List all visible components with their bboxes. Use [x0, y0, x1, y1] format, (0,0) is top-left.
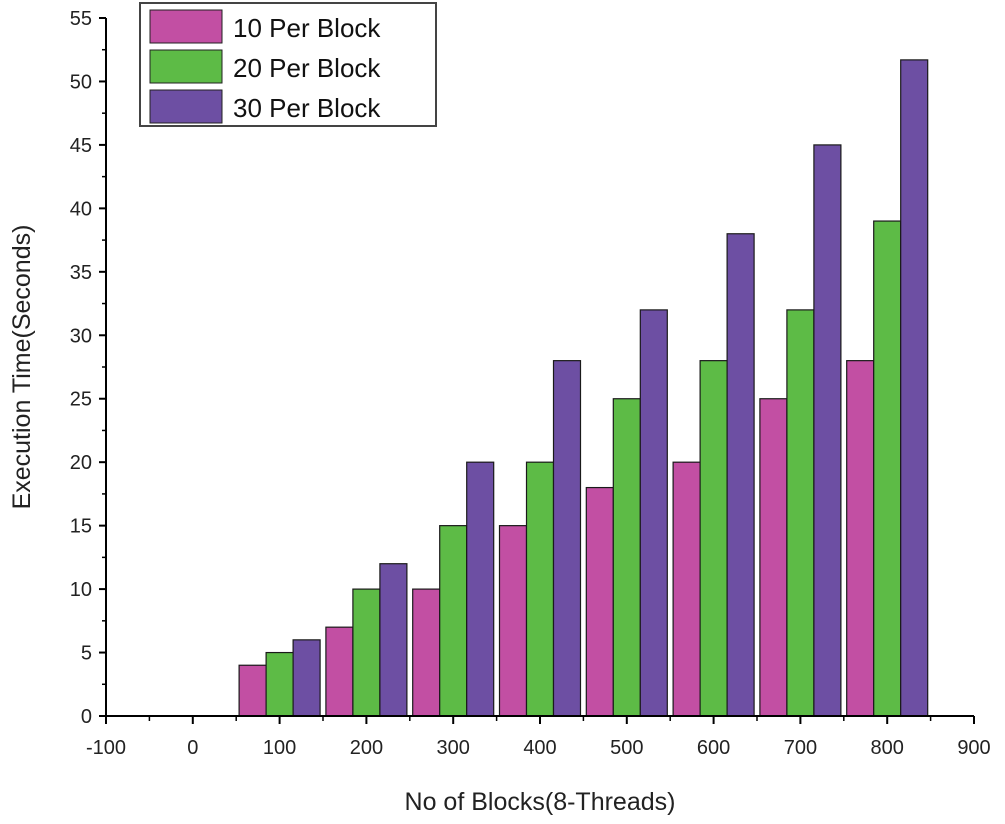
legend-label-10-per-block: 10 Per Block [233, 13, 381, 43]
bar-10-per-block-300 [412, 588, 441, 717]
y-tick-label-55: 55 [70, 8, 92, 30]
x-tick-label-700: 700 [784, 737, 817, 759]
y-tick-label-50: 50 [70, 71, 92, 93]
bar-10-per-block-700 [759, 398, 788, 717]
y-tick-label-30: 30 [70, 325, 92, 347]
y-axis-title: Execution Time(Seconds) [8, 225, 36, 510]
bar-10-per-block-500 [585, 486, 614, 717]
x-tick-label-300: 300 [437, 737, 470, 759]
legend: 10 Per Block 20 Per Block 30 Per Block [139, 2, 437, 127]
legend-swatch-30-per-block [149, 89, 223, 124]
x-tick-label-900: 900 [957, 737, 990, 759]
bar-10-per-block-200 [325, 626, 354, 717]
bar-20-per-block-300 [439, 525, 468, 717]
x-axis-title: No of Blocks(8-Threads) [405, 788, 676, 816]
y-tick-label-40: 40 [70, 198, 92, 220]
x-tick-label-400: 400 [523, 737, 556, 759]
bar-30-per-block-100 [292, 639, 321, 717]
y-tick-label-35: 35 [70, 262, 92, 284]
bar-30-per-block-600 [726, 233, 755, 717]
bar-10-per-block-100 [238, 664, 267, 717]
bar-20-per-block-500 [612, 398, 641, 717]
x-tick-label-600: 600 [697, 737, 730, 759]
y-tick-label-15: 15 [70, 516, 92, 538]
x-tick-label-800: 800 [871, 737, 904, 759]
legend-label-20-per-block: 20 Per Block [233, 53, 381, 83]
bar-30-per-block-700 [813, 144, 842, 717]
y-tick-label-45: 45 [70, 135, 92, 157]
axes: 0 5 10 15 20 25 30 35 40 45 50 55 -100 0 100 200 300 400 5… [70, 8, 991, 759]
bar-30-per-block-400 [552, 360, 582, 717]
bar-20-per-block-700 [786, 309, 815, 717]
y-tick-label-0: 0 [81, 706, 92, 728]
legend-swatch-10-per-block [149, 9, 223, 44]
bar-10-per-block-400 [498, 525, 528, 717]
bar-20-per-block-200 [352, 588, 381, 717]
y-tick-label-10: 10 [70, 579, 92, 601]
legend-label-30-per-block: 30 Per Block [233, 93, 381, 123]
bar-10-per-block-800 [846, 360, 875, 717]
x-tick-label-100: 100 [263, 737, 296, 759]
x-tick-label-500: 500 [610, 737, 643, 759]
bar-20-per-block-600 [699, 360, 728, 717]
bar-10-per-block-600 [672, 461, 701, 717]
y-tick-label-5: 5 [81, 643, 92, 665]
plot-area [238, 59, 929, 717]
y-tick-label-25: 25 [70, 389, 92, 411]
bar-30-per-block-300 [466, 461, 495, 717]
bar-20-per-block-100 [265, 651, 294, 717]
x-tick-label-200: 200 [350, 737, 383, 759]
legend-swatch-20-per-block [149, 49, 223, 84]
x-tick-label--100: -100 [86, 737, 126, 759]
bar-20-per-block-400 [525, 461, 555, 717]
bar-30-per-block-500 [639, 309, 668, 717]
bar-30-per-block-800 [900, 59, 929, 717]
bar-20-per-block-800 [873, 220, 902, 717]
bar-30-per-block-200 [379, 563, 408, 717]
x-tick-label-0: 0 [187, 737, 198, 759]
y-tick-label-20: 20 [70, 452, 92, 474]
